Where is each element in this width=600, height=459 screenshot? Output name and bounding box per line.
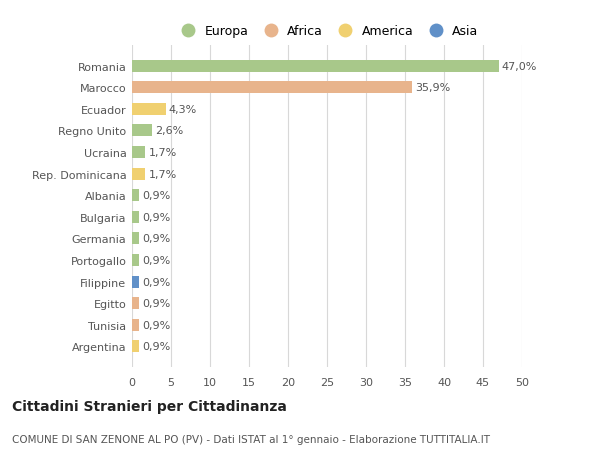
Bar (132, 276, 139, 288)
Text: 0,9%: 0,9% (142, 341, 170, 352)
Legend: Europa, Africa, America, Asia: Europa, Africa, America, Asia (170, 20, 484, 43)
Bar (132, 82, 412, 94)
Text: 1,7%: 1,7% (148, 169, 176, 179)
Bar (132, 254, 139, 266)
Bar (132, 212, 139, 223)
Text: 0,9%: 0,9% (142, 277, 170, 287)
Text: COMUNE DI SAN ZENONE AL PO (PV) - Dati ISTAT al 1° gennaio - Elaborazione TUTTIT: COMUNE DI SAN ZENONE AL PO (PV) - Dati I… (12, 434, 490, 444)
Bar (132, 319, 139, 331)
Bar (132, 104, 166, 116)
Text: 35,9%: 35,9% (415, 83, 451, 93)
Bar (132, 341, 139, 353)
Bar (132, 233, 139, 245)
Bar (132, 61, 499, 73)
Text: 47,0%: 47,0% (502, 62, 537, 72)
Text: 4,3%: 4,3% (169, 105, 197, 115)
Bar (132, 190, 139, 202)
Bar (132, 168, 145, 180)
Text: 0,9%: 0,9% (142, 213, 170, 222)
Text: 2,6%: 2,6% (155, 126, 184, 136)
Text: 0,9%: 0,9% (142, 256, 170, 265)
Text: 0,9%: 0,9% (142, 234, 170, 244)
Text: 1,7%: 1,7% (148, 148, 176, 157)
Bar (132, 125, 152, 137)
Text: 0,9%: 0,9% (142, 191, 170, 201)
Bar (132, 297, 139, 309)
Bar (132, 147, 145, 159)
Text: 0,9%: 0,9% (142, 320, 170, 330)
Text: 0,9%: 0,9% (142, 298, 170, 308)
Text: Cittadini Stranieri per Cittadinanza: Cittadini Stranieri per Cittadinanza (12, 399, 287, 413)
